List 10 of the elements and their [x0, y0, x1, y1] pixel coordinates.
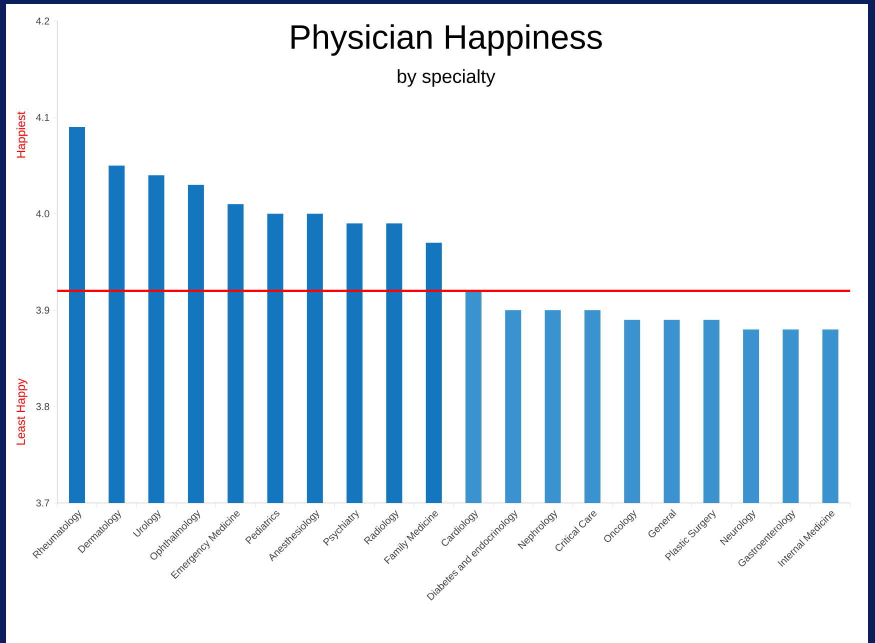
y-tick-label: 4.1 [36, 114, 50, 121]
text: Happiest [16, 111, 28, 158]
y-tick-label: 3.7 [36, 499, 50, 507]
y-tick-label: 3.8 [36, 403, 50, 410]
y-tick-label: 4.2 [36, 18, 50, 24]
chart-title: Physician Happiness [292, 24, 602, 56]
text: Least Happy [16, 378, 28, 445]
y-tick-label: 3.9 [36, 306, 50, 314]
y-tick-label: 4.0 [36, 210, 50, 218]
text: by specialty [398, 69, 496, 87]
